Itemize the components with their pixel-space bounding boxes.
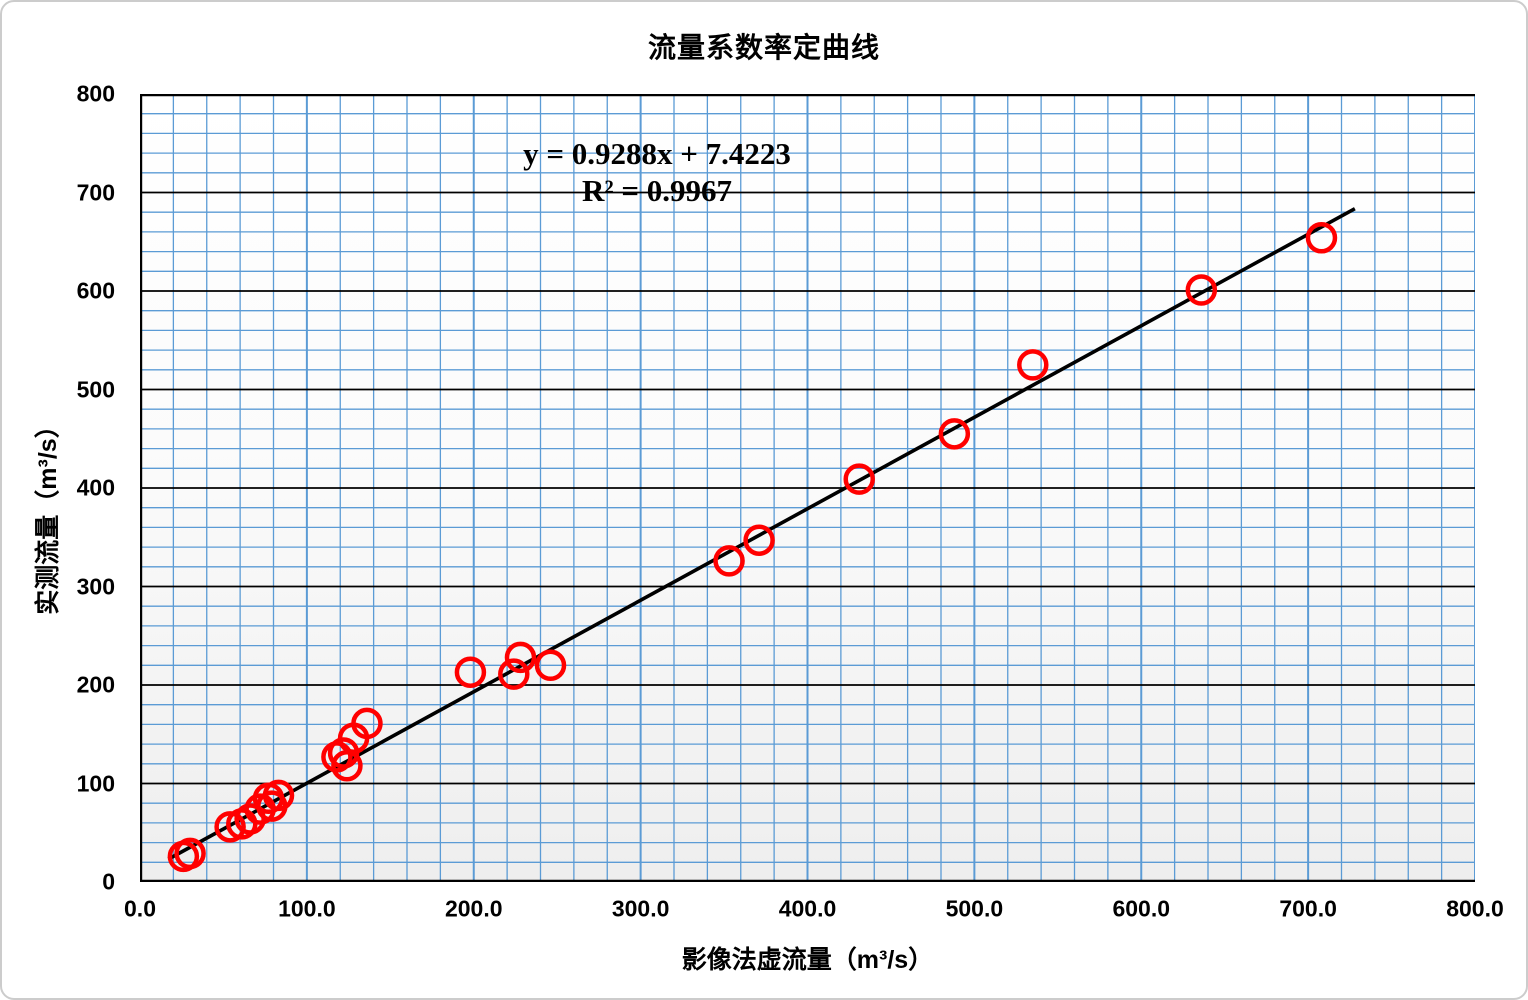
trendline-equation-annotation: y = 0.9288x + 7.4223 R² = 0.9967 <box>523 135 791 209</box>
y-tick-label: 0 <box>102 868 115 895</box>
data-point-marker <box>498 658 530 690</box>
data-point-marker <box>454 656 487 688</box>
y-tick-label: 200 <box>76 671 115 698</box>
x-tick-label: 500.0 <box>945 895 1004 922</box>
x-tick-label: 400.0 <box>778 895 837 922</box>
y-tick-label: 700 <box>76 179 115 205</box>
scatter-plot-canvas <box>140 94 1475 882</box>
y-tick-label: 100 <box>76 770 115 796</box>
x-tick-label: 0.0 <box>124 895 156 922</box>
x-tick-label: 100.0 <box>278 895 336 922</box>
data-point-marker <box>262 779 295 812</box>
y-tick-label: 500 <box>76 376 115 402</box>
y-tick-label: 600 <box>76 277 115 304</box>
r-squared-text: R² = 0.9967 <box>581 173 733 208</box>
y-tick-label: 800 <box>76 80 115 107</box>
data-point-marker <box>843 463 875 495</box>
data-point-marker <box>938 418 971 450</box>
data-point-marker <box>713 545 745 577</box>
x-tick-label: 600.0 <box>1112 895 1171 922</box>
x-tick-label: 800.0 <box>1446 895 1504 922</box>
data-point-marker <box>504 641 537 674</box>
data-point-marker <box>1185 274 1218 306</box>
data-point-marker <box>743 524 775 556</box>
data-point-marker <box>174 837 206 870</box>
chart-title: 流量系数率定曲线 <box>647 32 880 63</box>
trendline <box>167 207 1356 861</box>
y-tick-label: 300 <box>76 573 115 599</box>
data-point-marker <box>351 707 383 740</box>
plot-area: y = 0.9288x + 7.4223 R² = 0.9967 <box>140 94 1475 882</box>
y-tick-label: 400 <box>76 474 115 501</box>
x-tick-label: 300.0 <box>611 895 670 922</box>
x-axis-title: 影像法虚流量（m³/s） <box>681 946 934 974</box>
data-point-marker <box>1017 349 1049 381</box>
y-axis-tick-labels: 0 100 200 300 400 500 600 700 800 <box>2 2 120 998</box>
data-point-marker <box>534 649 567 682</box>
data-point-marker <box>1305 222 1338 254</box>
x-tick-label: 700.0 <box>1279 895 1337 922</box>
x-tick-label: 200.0 <box>444 895 503 922</box>
equation-text: y = 0.9288x + 7.4223 <box>523 136 791 171</box>
